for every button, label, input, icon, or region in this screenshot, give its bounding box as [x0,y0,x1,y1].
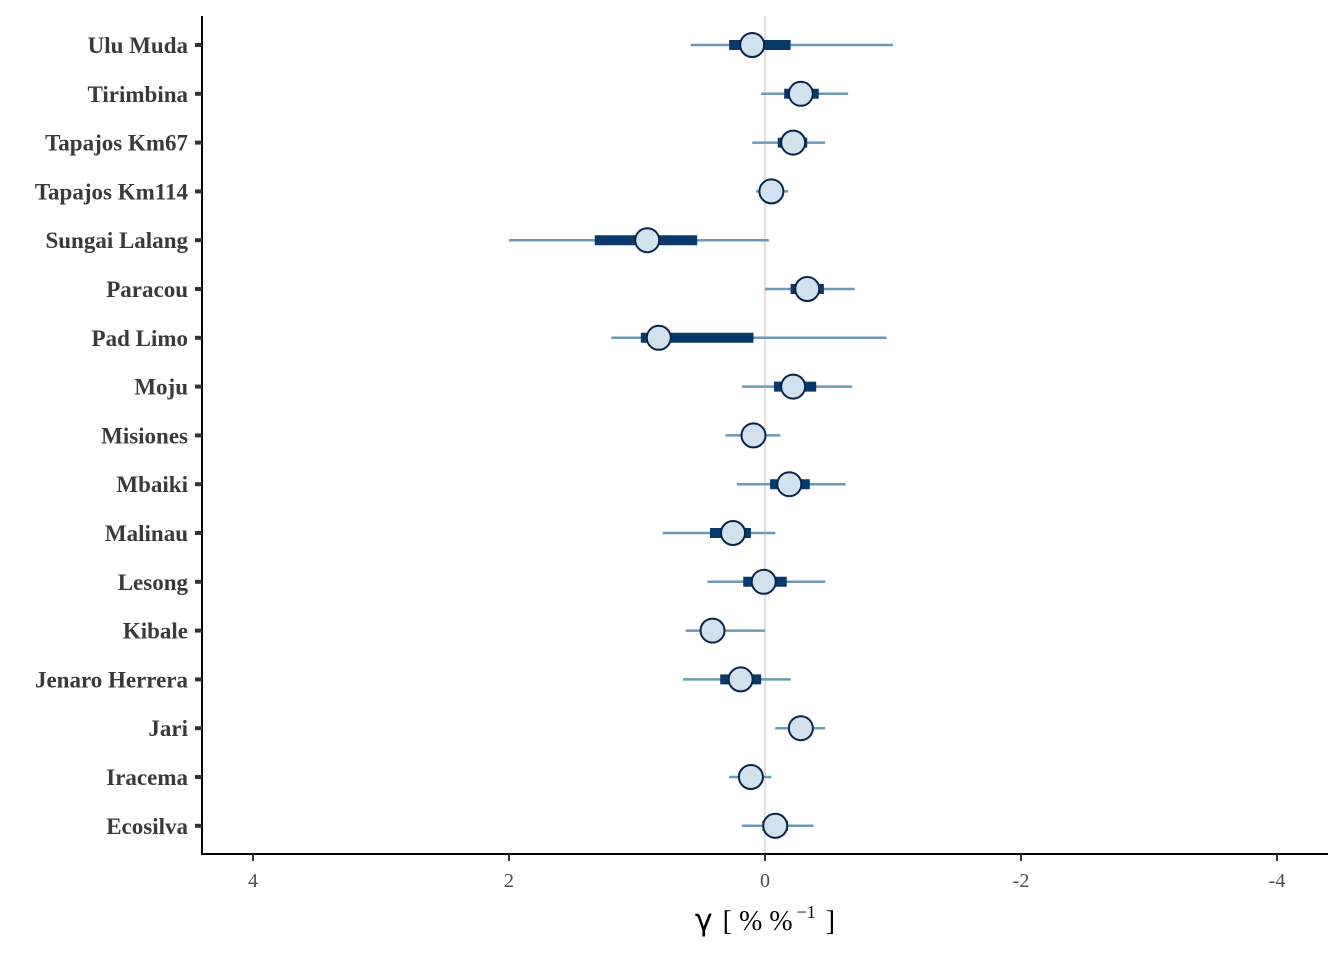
point-estimate [776,471,803,498]
x-axis-title-unit-open: [ % % [723,906,793,937]
site-label: Misiones [101,423,188,448]
site-label: Jenaro Herrera [35,667,189,692]
point-estimate [762,812,789,839]
point-estimate [780,129,807,156]
point-estimate [750,568,777,595]
site-label: Jari [148,716,188,741]
site-label: Lesong [118,570,189,595]
point-estimate-group [634,32,821,839]
point-estimate [645,324,672,351]
point-estimate [780,373,807,400]
interval-group [509,40,893,831]
point-estimate [727,666,754,693]
x-axis-ticks: 4 2 0 -2 -4 [248,854,1285,892]
site-label: Pad Limo [92,326,188,351]
point-estimate [787,715,814,742]
site-label: Ulu Muda [88,33,189,58]
x-tick-label: 0 [760,870,770,892]
point-estimate [794,276,821,302]
point-estimate [787,80,814,107]
site-label: Tirimbina [87,82,188,107]
point-estimate [739,32,766,58]
x-tick-label: -2 [1013,870,1030,892]
site-label: Kibale [123,619,188,644]
site-label: Tapajos Km114 [35,179,189,204]
point-estimate [634,227,661,254]
point-estimate [758,178,785,205]
x-axis-title: γ [ % % −1 ] [695,902,835,938]
x-axis-title-symbol: γ [695,903,713,938]
x-axis-title-exponent: −1 [797,902,816,922]
x-axis-title-unit-close: ] [826,906,835,937]
site-label: Ecosilva [106,814,188,839]
site-label: Paracou [106,277,188,302]
point-estimate [737,764,764,790]
point-estimate [740,422,767,449]
y-axis-labels: Ulu Muda Tirimbina Tapajos Km67 Tapajos Km1… [35,33,202,839]
x-tick-label: -4 [1269,870,1286,892]
site-label: Moju [134,375,188,400]
point-estimate [699,617,726,644]
site-label: Sungai Lalang [45,228,188,253]
site-label: Malinau [105,521,188,546]
site-label: Mbaiki [116,472,188,497]
site-label: Iracema [106,765,188,790]
x-tick-label: 4 [248,870,258,892]
site-label: Tapajos Km67 [45,131,188,156]
point-estimate [720,520,746,546]
x-tick-label: 2 [504,870,514,892]
